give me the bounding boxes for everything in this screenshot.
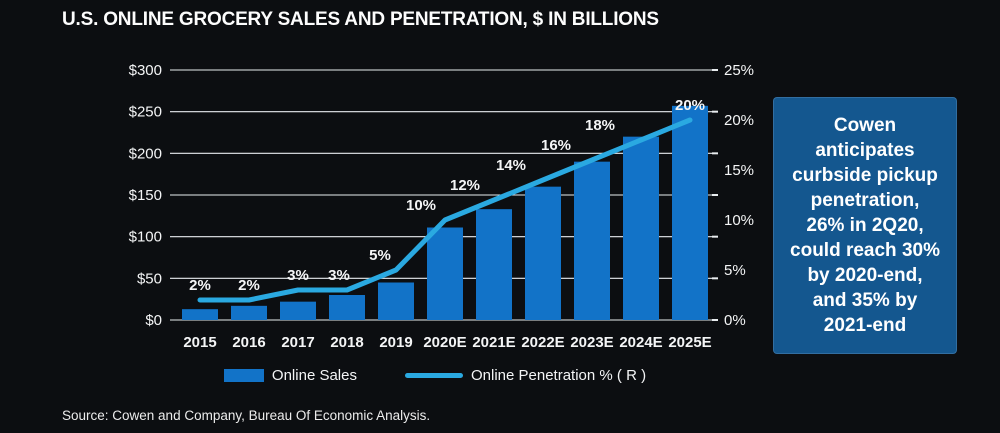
x-axis-labels: 2015 2016 2017 2018 2019 2020E 2021E 2022E 2023E… bbox=[183, 334, 711, 351]
svg-text:$50: $50 bbox=[137, 270, 162, 287]
svg-text:2025E: 2025E bbox=[668, 334, 711, 351]
svg-text:2021E: 2021E bbox=[472, 334, 515, 351]
bar-2021E bbox=[476, 209, 512, 320]
svg-text:2024E: 2024E bbox=[619, 334, 662, 351]
svg-text:$250: $250 bbox=[129, 104, 162, 121]
svg-text:$100: $100 bbox=[129, 229, 162, 246]
svg-text:25%: 25% bbox=[724, 62, 754, 79]
online-sales-bars bbox=[182, 105, 708, 320]
bar-2015 bbox=[182, 309, 218, 320]
svg-text:12%: 12% bbox=[450, 177, 480, 194]
legend-item-online-penetration: Online Penetration % ( R ) bbox=[404, 367, 647, 384]
svg-text:10%: 10% bbox=[406, 197, 436, 214]
svg-text:5%: 5% bbox=[724, 262, 746, 279]
svg-text:2022E: 2022E bbox=[521, 334, 564, 351]
svg-text:14%: 14% bbox=[496, 157, 526, 174]
analyst-callout-text: Cowen anticipates curbside pickup penetr… bbox=[790, 114, 940, 337]
chart-title: U.S. ONLINE GROCERY SALES AND PENETRATIO… bbox=[62, 9, 659, 30]
svg-text:2016: 2016 bbox=[232, 334, 265, 351]
left-axis-labels: $300 $250 $200 $150 $100 $50 $0 bbox=[129, 62, 162, 329]
bar-2020E bbox=[427, 227, 463, 320]
bar-2017 bbox=[280, 301, 316, 320]
svg-text:2%: 2% bbox=[189, 277, 211, 294]
svg-text:$0: $0 bbox=[145, 312, 162, 329]
svg-text:2015: 2015 bbox=[183, 334, 216, 351]
svg-text:3%: 3% bbox=[287, 267, 309, 284]
line-series-swatch bbox=[404, 373, 463, 378]
legend-label-online-penetration: Online Penetration % ( R ) bbox=[470, 367, 647, 384]
legend-item-online-sales: Online Sales bbox=[223, 367, 357, 384]
svg-text:20%: 20% bbox=[724, 112, 754, 129]
analyst-callout-box: Cowen anticipates curbside pickup penetr… bbox=[773, 97, 957, 354]
bar-series-swatch bbox=[223, 369, 264, 382]
bar-2018 bbox=[329, 295, 365, 320]
bar-2023E bbox=[574, 161, 610, 320]
svg-text:0%: 0% bbox=[724, 312, 746, 329]
right-axis-labels: 25% 20% 15% 10% 5% 0% bbox=[724, 62, 754, 329]
svg-text:2023E: 2023E bbox=[570, 334, 613, 351]
bar-2019 bbox=[378, 282, 414, 320]
source-note: Source: Cowen and Company, Bureau Of Eco… bbox=[62, 408, 431, 423]
bar-2024E bbox=[623, 136, 659, 320]
svg-text:18%: 18% bbox=[585, 117, 615, 134]
svg-text:5%: 5% bbox=[369, 247, 391, 264]
svg-text:2019: 2019 bbox=[379, 334, 412, 351]
svg-text:2017: 2017 bbox=[281, 334, 314, 351]
svg-text:$300: $300 bbox=[129, 62, 162, 79]
bar-2016 bbox=[231, 305, 267, 320]
svg-text:2020E: 2020E bbox=[423, 334, 466, 351]
svg-text:$200: $200 bbox=[129, 145, 162, 162]
svg-text:15%: 15% bbox=[724, 162, 754, 179]
chart-legend: Online Sales Online Penetration % ( R ) bbox=[100, 367, 770, 384]
svg-text:20%: 20% bbox=[675, 97, 705, 114]
svg-text:$150: $150 bbox=[129, 187, 162, 204]
penetration-point-labels: 2% 2% 3% 3% 5% 10% 12% 14% 16% 18% 20% bbox=[189, 97, 705, 294]
bar-2022E bbox=[525, 186, 561, 320]
sales-penetration-chart: $300 $250 $200 $150 $100 $50 $0 25% 20% 15% 10% 5% 0… bbox=[129, 62, 754, 351]
svg-text:10%: 10% bbox=[724, 212, 754, 229]
legend-label-online-sales: Online Sales bbox=[271, 367, 357, 384]
svg-text:3%: 3% bbox=[328, 267, 350, 284]
svg-text:2018: 2018 bbox=[330, 334, 363, 351]
chart-area: $300 $250 $200 $150 $100 $50 $0 25% 20% 15% 10% 5% 0… bbox=[100, 55, 770, 365]
svg-text:16%: 16% bbox=[541, 137, 571, 154]
bar-2025E bbox=[672, 105, 708, 320]
online-penetration-line bbox=[197, 117, 693, 303]
svg-text:2%: 2% bbox=[238, 277, 260, 294]
